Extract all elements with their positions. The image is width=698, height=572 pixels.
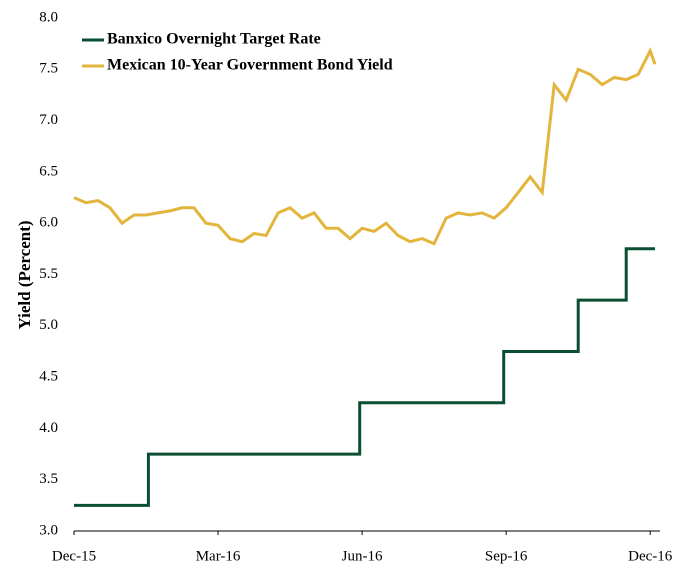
y-tick-label: 4.0 [39,420,58,436]
x-tick-label: Dec-16 [628,548,673,564]
y-tick-label: 4.5 [39,369,58,385]
y-tick-label: 5.0 [39,317,58,333]
y-tick-label: 6.5 [39,163,58,179]
legend-label: Banxico Overnight Target Rate [107,31,321,48]
x-tick-label: Jun-16 [342,548,383,564]
x-tick-label: Sep-16 [485,548,528,564]
y-tick-label: 5.5 [39,266,58,282]
series-line [74,247,655,507]
y-axis-label: Yield (Percent) [15,220,34,329]
legend-label: Mexican 10-Year Government Bond Yield [107,57,393,74]
y-tick-label: 6.0 [39,215,58,231]
y-tick-label: 3.0 [39,522,58,538]
y-tick-label: 3.5 [39,471,58,487]
x-tick-label: Mar-16 [196,548,241,564]
series-line [73,47,657,246]
y-tick-label: 7.5 [39,61,58,77]
y-tick-label: 7.0 [39,112,58,128]
y-tick-label: 8.0 [39,9,58,25]
x-tick-label: Dec-15 [52,548,96,564]
